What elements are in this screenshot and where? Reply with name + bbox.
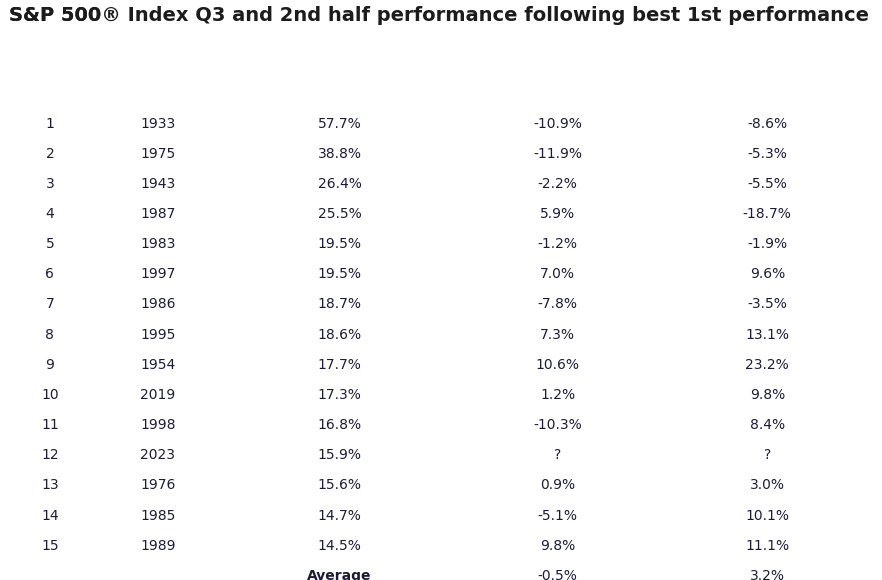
Text: 15: 15 (41, 539, 59, 553)
Text: 15.9%: 15.9% (318, 448, 362, 462)
Text: Year: Year (140, 74, 176, 89)
Text: 1997: 1997 (140, 267, 176, 281)
Text: 1st half return: 1st half return (279, 74, 400, 89)
Text: 7.3%: 7.3% (540, 328, 575, 342)
Text: -11.9%: -11.9% (534, 147, 582, 161)
Text: 1976: 1976 (140, 478, 176, 492)
Text: Average: Average (307, 569, 371, 580)
Text: -1.2%: -1.2% (538, 237, 578, 251)
Text: 38.8%: 38.8% (318, 147, 362, 161)
Text: 0.9%: 0.9% (540, 478, 575, 492)
Text: 8.4%: 8.4% (750, 418, 785, 432)
Text: 1933: 1933 (140, 117, 176, 130)
Text: 9.6%: 9.6% (750, 267, 785, 281)
Text: 2nd half return: 2nd half return (705, 74, 830, 89)
Text: 2023: 2023 (140, 448, 176, 462)
Text: 26.4%: 26.4% (318, 177, 362, 191)
Text: 3Q return: 3Q return (518, 74, 598, 89)
Text: 3.0%: 3.0% (750, 478, 785, 492)
Text: -3.5%: -3.5% (747, 298, 788, 311)
Text: 3.2%: 3.2% (750, 569, 785, 580)
Text: ?: ? (554, 448, 561, 462)
Text: 2019: 2019 (140, 388, 176, 402)
Text: -5.3%: -5.3% (747, 147, 788, 161)
Text: 14: 14 (41, 509, 59, 523)
Text: 18.6%: 18.6% (318, 328, 362, 342)
Text: 7.0%: 7.0% (540, 267, 575, 281)
Text: 10.1%: 10.1% (745, 509, 789, 523)
Text: -18.7%: -18.7% (743, 207, 792, 221)
Text: 4: 4 (46, 207, 55, 221)
Text: 6: 6 (46, 267, 55, 281)
Text: -7.8%: -7.8% (538, 298, 578, 311)
Text: 10.6%: 10.6% (535, 358, 579, 372)
Text: 14.5%: 14.5% (318, 539, 362, 553)
Text: 2: 2 (46, 147, 55, 161)
Text: -10.9%: -10.9% (534, 117, 582, 130)
Text: S&P 500® Index Q3 and 2nd half performance following best 1st performance: S&P 500® Index Q3 and 2nd half performan… (9, 6, 869, 25)
Text: 8: 8 (46, 328, 55, 342)
Text: 17.7%: 17.7% (318, 358, 362, 372)
Text: -0.5%: -0.5% (538, 569, 578, 580)
Text: 9.8%: 9.8% (540, 539, 575, 553)
Text: 1987: 1987 (140, 207, 176, 221)
Text: 1943: 1943 (140, 177, 176, 191)
Text: 13: 13 (41, 478, 59, 492)
Text: -10.3%: -10.3% (534, 418, 582, 432)
Text: 11.1%: 11.1% (745, 539, 789, 553)
Text: 1995: 1995 (140, 328, 176, 342)
Text: -1.9%: -1.9% (747, 237, 788, 251)
Text: 5.9%: 5.9% (540, 207, 575, 221)
Text: 9: 9 (46, 358, 55, 372)
Text: 9.8%: 9.8% (750, 388, 785, 402)
Text: -8.6%: -8.6% (747, 117, 788, 130)
Text: -2.2%: -2.2% (538, 177, 578, 191)
Text: 1983: 1983 (140, 237, 176, 251)
Text: 1954: 1954 (140, 358, 176, 372)
Text: 1: 1 (46, 117, 55, 130)
Text: 1.2%: 1.2% (540, 388, 575, 402)
Text: 1986: 1986 (140, 298, 176, 311)
Text: 19.5%: 19.5% (318, 267, 362, 281)
Text: S&P 500: S&P 500 (9, 6, 101, 25)
Text: 16.8%: 16.8% (318, 418, 362, 432)
Text: 15.6%: 15.6% (318, 478, 362, 492)
Text: 13.1%: 13.1% (745, 328, 789, 342)
Text: -5.5%: -5.5% (747, 177, 788, 191)
Text: 18.7%: 18.7% (318, 298, 362, 311)
Text: 1985: 1985 (140, 509, 176, 523)
Text: 14.7%: 14.7% (318, 509, 362, 523)
Text: 19.5%: 19.5% (318, 237, 362, 251)
Text: 57.7%: 57.7% (318, 117, 362, 130)
Text: 1998: 1998 (140, 418, 176, 432)
Text: 3: 3 (46, 177, 55, 191)
Text: -5.1%: -5.1% (538, 509, 578, 523)
Text: 17.3%: 17.3% (318, 388, 362, 402)
Text: 12: 12 (41, 448, 59, 462)
Text: 5: 5 (46, 237, 55, 251)
Text: 25.5%: 25.5% (318, 207, 362, 221)
Text: 7: 7 (46, 298, 55, 311)
Text: 10: 10 (41, 388, 59, 402)
Text: 23.2%: 23.2% (745, 358, 789, 372)
Text: ?: ? (764, 448, 771, 462)
Text: 1989: 1989 (140, 539, 176, 553)
Text: 11: 11 (41, 418, 59, 432)
Text: Rank: Rank (29, 74, 71, 89)
Text: 1975: 1975 (140, 147, 176, 161)
